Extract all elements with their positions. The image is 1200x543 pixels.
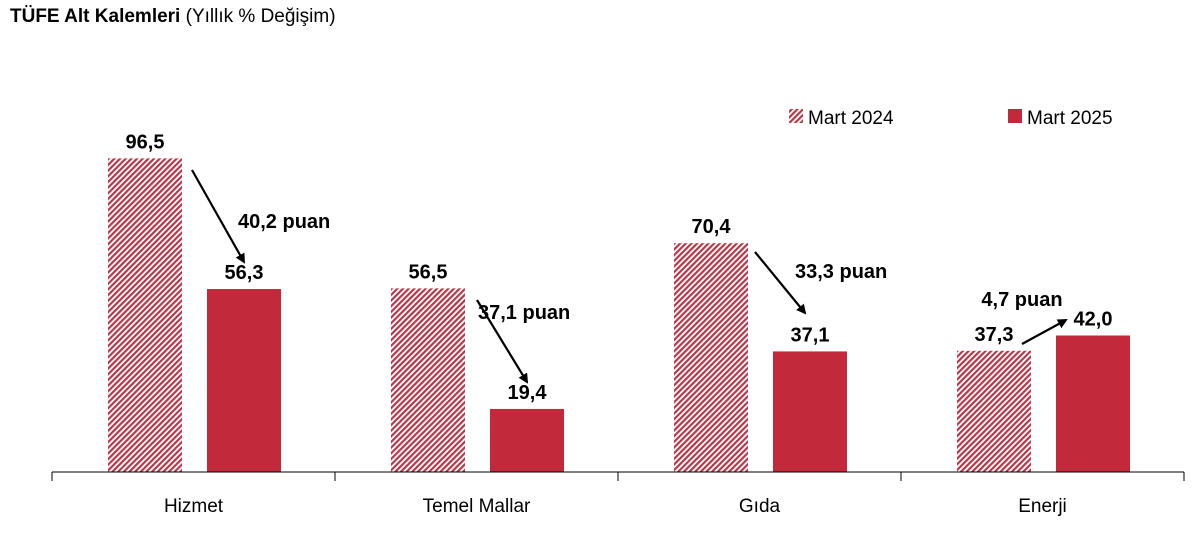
legend-label: Mart 2025	[1027, 108, 1113, 129]
bar-gıda-mart-2025	[773, 351, 847, 472]
change-arrow	[191, 169, 245, 264]
change-arrow	[1021, 319, 1068, 345]
bar-hizmet-mart-2025	[207, 289, 281, 472]
chart-title: TÜFE Alt Kalemleri (Yıllık % Değişim)	[10, 6, 336, 28]
x-tick-label: Gıda	[739, 496, 781, 517]
chart-title-sub: (Yıllık % Değişim)	[185, 6, 336, 27]
data-label: 19,4	[508, 382, 548, 404]
change-arrow	[754, 251, 807, 315]
bar-gıda-mart-2024	[674, 243, 748, 472]
x-tick-label: Temel Mallar	[423, 496, 531, 517]
change-arrow	[476, 299, 529, 384]
bar-enerji-mart-2025	[1056, 335, 1130, 472]
data-label: 96,5	[126, 131, 165, 153]
x-tick-label: Hizmet	[164, 496, 224, 517]
data-label: 37,3	[975, 324, 1014, 346]
bar-temel-mallar-mart-2025	[490, 408, 564, 472]
data-label: 56,5	[409, 261, 448, 283]
x-tick-label: Enerji	[1018, 496, 1067, 517]
data-label: 42,0	[1074, 309, 1113, 331]
change-annotation: 33,3 puan	[795, 261, 887, 283]
data-label: 70,4	[692, 216, 732, 238]
bar-temel-mallar-mart-2024	[391, 288, 465, 472]
data-label: 37,1	[791, 324, 830, 346]
legend-swatch-mart-2025	[1008, 109, 1022, 123]
change-annotation: 4,7 puan	[981, 289, 1062, 311]
bar-hizmet-mart-2024	[108, 158, 182, 472]
legend-label: Mart 2024	[808, 108, 894, 129]
chart-title-main: TÜFE Alt Kalemleri	[10, 6, 181, 27]
legend-swatch-mart-2024	[789, 109, 803, 123]
bar-enerji-mart-2024	[957, 350, 1031, 472]
change-annotation: 40,2 puan	[238, 211, 330, 233]
change-annotation: 37,1 puan	[478, 302, 570, 324]
data-label: 56,3	[225, 262, 264, 284]
